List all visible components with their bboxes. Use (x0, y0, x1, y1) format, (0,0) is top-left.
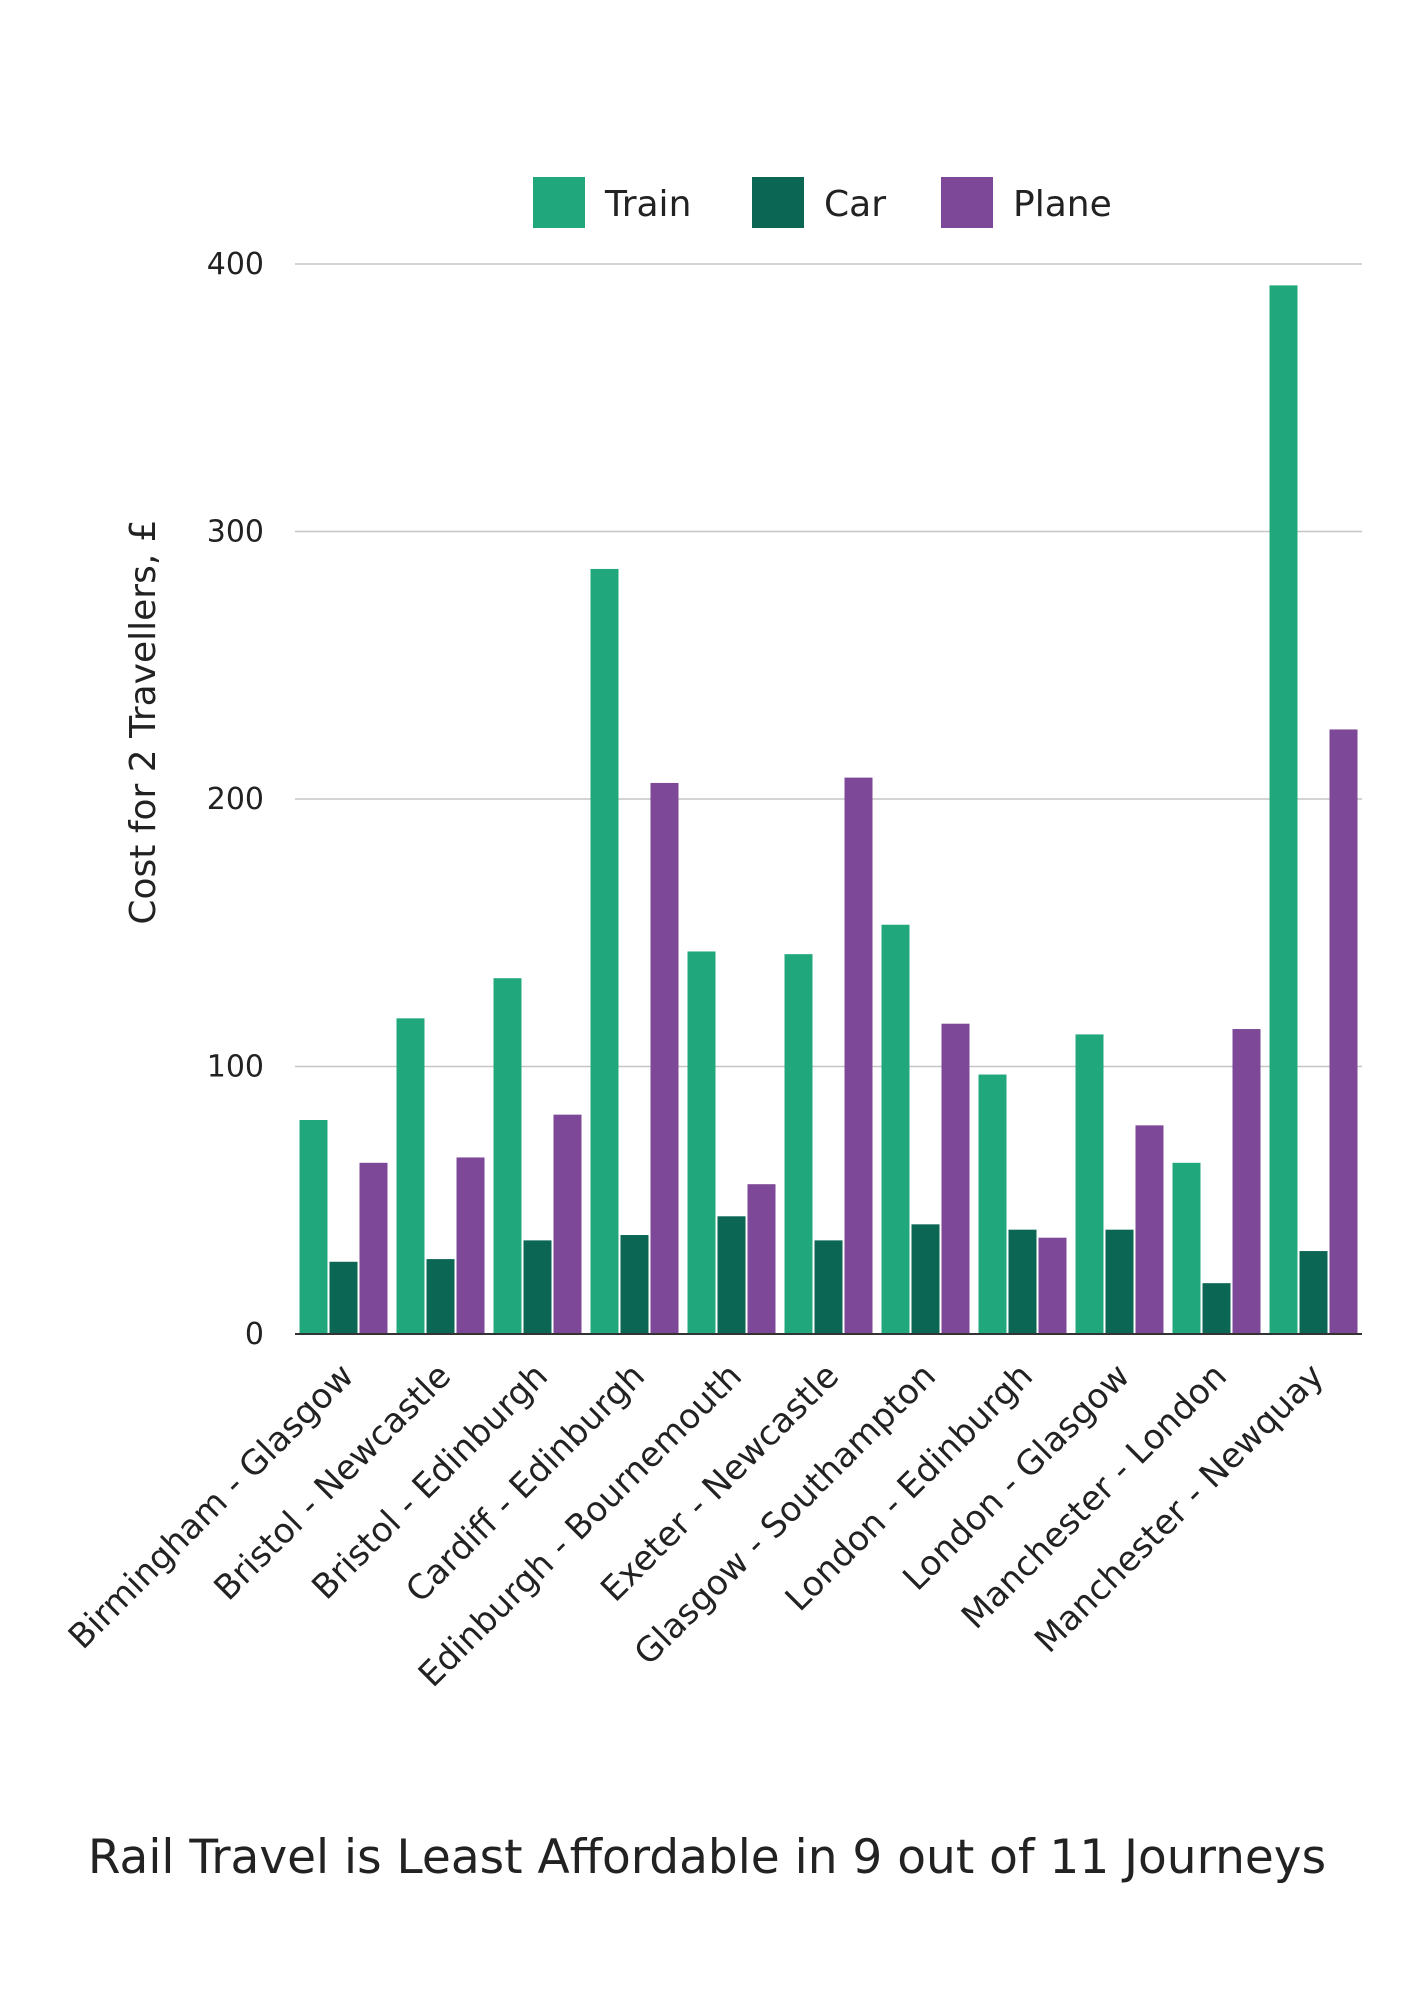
bar-train (1172, 1162, 1201, 1334)
bar-car (1202, 1283, 1231, 1334)
legend-swatch-plane (941, 177, 993, 228)
gridlines (295, 263, 1362, 1068)
bar-train (784, 954, 813, 1334)
bar-plane (1135, 1125, 1164, 1334)
bar-plane (1038, 1237, 1067, 1334)
bar-plane (456, 1157, 485, 1334)
legend-label-train: Train (604, 184, 691, 225)
bar-car (620, 1235, 649, 1334)
bar-train (493, 978, 522, 1334)
bar-car (1008, 1229, 1037, 1334)
bar-car (329, 1261, 358, 1334)
bar-plane (359, 1162, 388, 1334)
bar-plane (650, 782, 679, 1334)
legend-swatch-car (752, 177, 804, 228)
bars (299, 285, 1358, 1334)
bar-car (717, 1216, 746, 1334)
bar-plane (844, 777, 873, 1334)
bar-train (299, 1120, 328, 1334)
bar-train (687, 951, 716, 1334)
bar-train (978, 1074, 1007, 1334)
legend: Train Car Plane (533, 177, 1112, 228)
bar-plane (941, 1023, 970, 1334)
bar-train (881, 924, 910, 1334)
y-axis-title: Cost for 2 Travellers, £ (123, 519, 164, 924)
y-tick-label: 200 (207, 782, 264, 817)
bar-car (1105, 1229, 1134, 1334)
y-tick-label: 100 (207, 1050, 264, 1085)
bar-train (1075, 1034, 1104, 1334)
bar-train (590, 568, 619, 1334)
y-tick-label: 300 (207, 515, 264, 550)
y-axis-ticks: 0 100 200 300 400 (207, 247, 264, 1352)
legend-label-car: Car (824, 184, 886, 225)
bar-train (396, 1018, 425, 1334)
bar-car (523, 1240, 552, 1334)
legend-label-plane: Plane (1013, 184, 1112, 225)
bar-plane (1329, 729, 1358, 1334)
legend-swatch-train (533, 177, 585, 228)
bar-car (426, 1259, 455, 1334)
bar-car (814, 1240, 843, 1334)
bar-plane (747, 1184, 776, 1334)
y-tick-label: 0 (245, 1317, 264, 1352)
bar-train (1269, 285, 1298, 1334)
chart-caption: Rail Travel is Least Affordable in 9 out… (87, 1830, 1327, 1885)
y-tick-label: 400 (207, 247, 264, 282)
bar-plane (553, 1114, 582, 1334)
bar-plane (1232, 1029, 1261, 1334)
bar-car (1299, 1251, 1328, 1334)
bar-car (911, 1224, 940, 1334)
